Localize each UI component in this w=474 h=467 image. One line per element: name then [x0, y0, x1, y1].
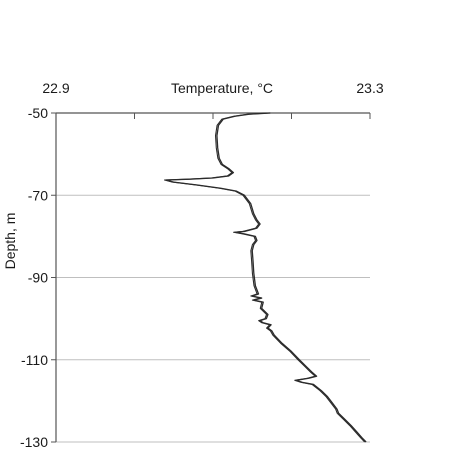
series-line	[165, 112, 367, 443]
y-tick-label: -110	[21, 352, 48, 368]
x-tick-label: 23.3	[356, 80, 383, 96]
series-layer	[163, 112, 367, 443]
y-tick-label: -130	[20, 434, 48, 450]
y-tick-label: -50	[28, 105, 48, 121]
axes	[51, 112, 371, 443]
x-tick-label: 22.9	[42, 80, 69, 96]
y-tick-label: -70	[28, 187, 48, 203]
x-axis-title: Temperature, °C	[171, 80, 273, 96]
y-axis-title: Depth, m	[2, 213, 18, 270]
tick-labels: 22.9 23.3 -50 -70 -90 -110 -130	[20, 80, 384, 450]
y-tick-label: -90	[28, 270, 48, 286]
grid-lines	[56, 194, 370, 443]
